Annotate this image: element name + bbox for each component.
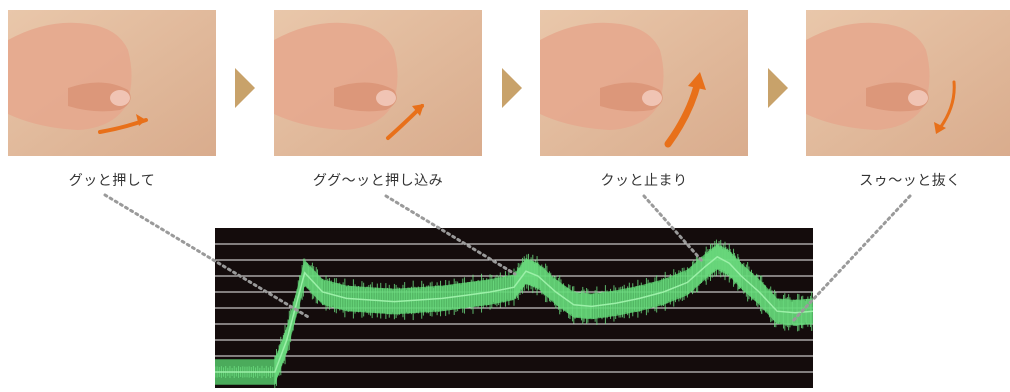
step-caption-4: スゥ〜ッと抜く	[859, 173, 961, 189]
connector-line-2	[384, 194, 517, 276]
up-bold-curve-icon	[664, 78, 702, 148]
arrow-head	[412, 104, 424, 116]
chevron-right-icon	[502, 68, 522, 108]
connector-line-1	[103, 193, 312, 320]
arrow-head	[934, 122, 946, 134]
chevron-right-icon	[768, 68, 788, 108]
thumbnail	[642, 90, 662, 106]
step-photo-2	[274, 10, 482, 156]
step-caption-2: ググ〜ッと押し込み	[312, 173, 444, 189]
step-caption-3: クッと止まり	[600, 173, 688, 189]
step-photo-1	[8, 10, 216, 156]
connector-line-4	[790, 194, 912, 324]
thumbnail	[908, 90, 928, 106]
thumbnail	[110, 90, 130, 106]
down-curve-icon	[938, 80, 956, 130]
arrow-head	[688, 72, 706, 90]
connector-line-3	[642, 194, 705, 264]
thumbnail	[376, 90, 396, 106]
arrow-head	[136, 114, 146, 126]
step-photo-3	[540, 10, 748, 156]
pressure-signal-chart	[215, 228, 813, 388]
signal-line	[215, 255, 813, 373]
step-photo-4	[806, 10, 1010, 156]
chevron-right-icon	[235, 68, 255, 108]
step-caption-1: グッと押して	[68, 173, 156, 189]
